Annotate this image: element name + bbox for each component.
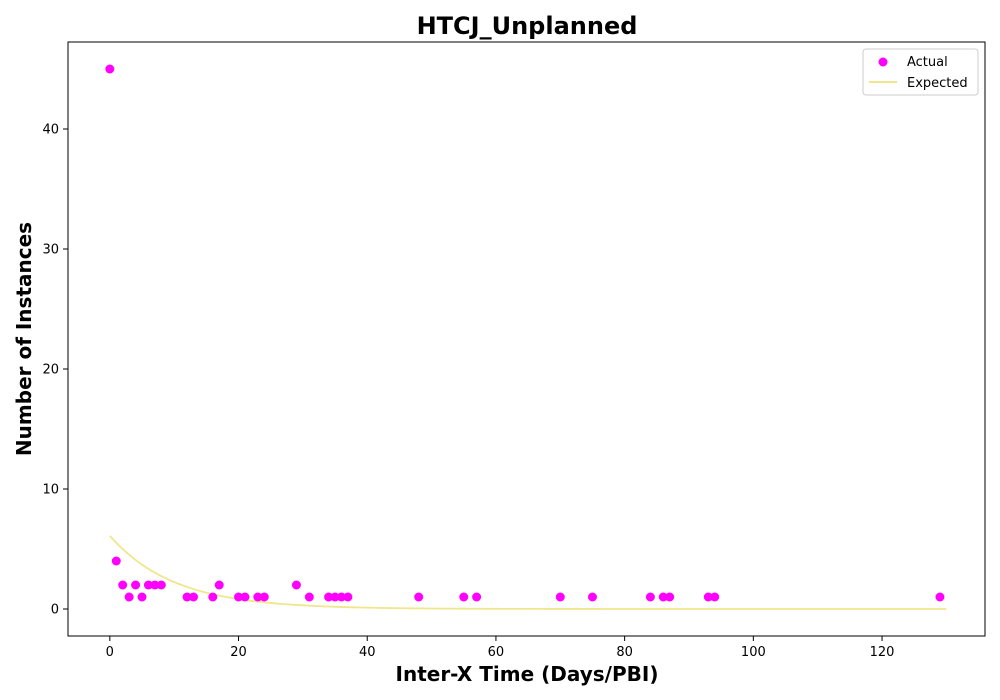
plot-area	[67, 41, 986, 637]
actual-point	[658, 592, 668, 602]
actual-point	[291, 580, 301, 590]
y-tick-label: 40	[42, 123, 59, 138]
x-tick-label: 0	[106, 645, 114, 660]
plot-content	[105, 64, 947, 610]
actual-point	[710, 592, 720, 602]
actual-point	[587, 592, 597, 602]
actual-point	[105, 64, 115, 74]
legend-expected-label: Expected	[907, 76, 968, 91]
actual-point	[150, 580, 160, 590]
actual-point	[111, 556, 121, 566]
actual-point	[143, 580, 153, 590]
x-tick-label: 120	[870, 645, 895, 660]
actual-point	[555, 592, 565, 602]
actual-point	[645, 592, 655, 602]
y-tick-label: 0	[51, 603, 59, 618]
legend-frame	[862, 48, 979, 96]
legend: Actual Expected	[862, 48, 979, 96]
legend-actual-label: Actual	[907, 55, 948, 70]
y-tick-label: 20	[42, 363, 59, 378]
actual-point	[118, 580, 128, 590]
actual-point	[188, 592, 198, 602]
y-tick-label: 30	[42, 243, 59, 258]
y-tick-label: 10	[42, 483, 59, 498]
actual-point	[324, 592, 334, 602]
actual-point	[935, 592, 945, 602]
chart-title: HTCJ_Unplanned	[417, 12, 638, 40]
actual-point	[472, 592, 482, 602]
actual-point	[459, 592, 469, 602]
actual-point	[124, 592, 134, 602]
x-tick-label: 60	[488, 645, 505, 660]
actual-point	[214, 580, 224, 590]
y-axis: 0 10 20 30 40	[42, 123, 68, 618]
actual-point	[665, 592, 675, 602]
actual-point	[182, 592, 192, 602]
legend-actual-marker	[878, 57, 888, 67]
y-axis-title: Number of Instances	[12, 222, 36, 456]
actual-point	[304, 592, 314, 602]
actual-point	[259, 592, 269, 602]
x-tick-label: 80	[616, 645, 633, 660]
actual-point	[336, 592, 346, 602]
x-axis: 0 20 40 60 80 100 120	[106, 636, 895, 660]
actual-point	[208, 592, 218, 602]
actual-point	[330, 592, 340, 602]
x-tick-label: 40	[359, 645, 376, 660]
actual-point	[703, 592, 713, 602]
expected-curve	[109, 535, 947, 610]
actual-point	[253, 592, 263, 602]
actual-point	[137, 592, 147, 602]
actual-point	[234, 592, 244, 602]
actual-point	[240, 592, 250, 602]
x-tick-label: 100	[741, 645, 766, 660]
actual-point	[414, 592, 424, 602]
actual-point	[131, 580, 141, 590]
x-axis-title: Inter-X Time (Days/PBI)	[396, 662, 659, 686]
actual-point	[156, 580, 166, 590]
actual-point	[343, 592, 353, 602]
x-tick-label: 20	[230, 645, 247, 660]
